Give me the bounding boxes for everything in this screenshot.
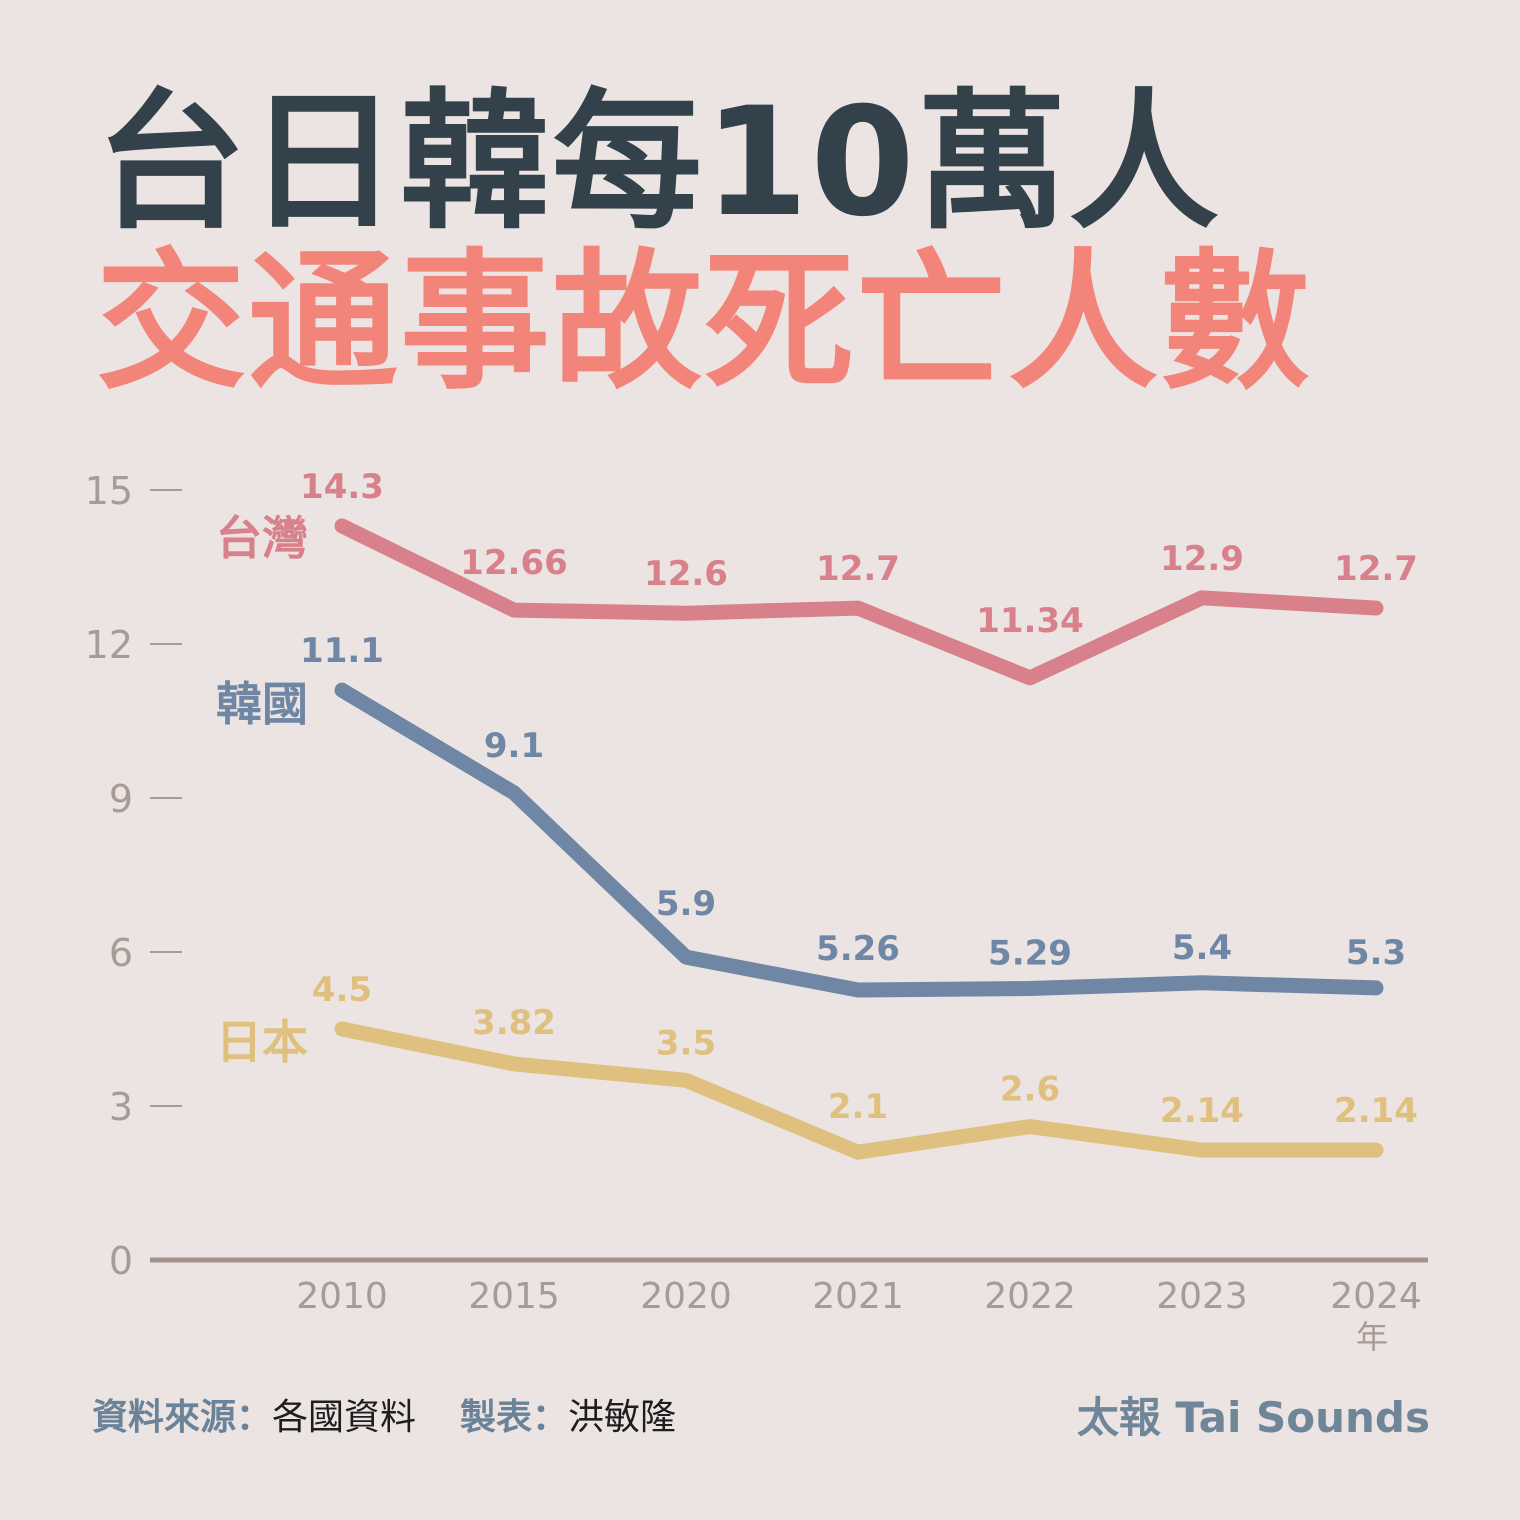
y-tick-label: 6 [109,931,133,975]
data-label: 12.7 [1334,549,1418,589]
data-label: 5.9 [656,884,716,924]
y-tick-label: 12 [85,623,133,667]
data-label: 5.29 [988,933,1072,973]
footer-credits: 資料來源：各國資料 製表：洪敏隆 [92,1388,676,1440]
data-label: 2.14 [1334,1091,1418,1131]
title-line-2: 交通事故死亡人數 [96,236,1313,410]
data-label: 2.1 [828,1087,888,1127]
data-label: 5.26 [816,929,900,969]
x-tick-label: 2010 [296,1276,388,1317]
brand-logo-text: 太報 Tai Sounds [1076,1393,1430,1442]
data-label: 2.6 [1000,1070,1060,1110]
x-tick-label: 2024 [1330,1276,1422,1317]
data-label: 2.14 [1160,1091,1244,1131]
author-label: 製表： [460,1397,569,1438]
data-label: 12.66 [460,543,568,583]
data-label: 3.5 [656,1023,716,1063]
x-tick-label: 2015 [468,1276,560,1317]
series-name-label: 韓國 [216,677,308,731]
data-label: 5.4 [1172,928,1232,968]
x-tick-label: 2020 [640,1276,732,1317]
y-tick-label: 15 [85,469,133,513]
data-label: 14.3 [300,467,384,507]
x-tick-label: 2021 [812,1276,904,1317]
data-label: 12.7 [816,549,900,589]
source-value: 各國資料 [272,1397,417,1438]
series-line-3 [334,1021,1384,1160]
data-label: 9.1 [484,726,544,766]
source-label: 資料來源： [92,1397,273,1438]
author-value: 洪敏隆 [568,1397,677,1438]
data-label: 11.1 [300,631,384,671]
y-tick-label: 0 [109,1239,133,1283]
y-tick-label: 9 [109,777,133,821]
data-label: 3.82 [472,1003,556,1043]
data-label: 4.5 [312,970,372,1010]
data-label: 11.34 [976,601,1084,641]
title-block: 台日韓每10萬人 交通事故死亡人數 [96,78,1312,398]
series-name-label: 日本 [216,1015,308,1069]
series-line-1 [334,518,1384,686]
x-tick-label: 2023 [1156,1276,1248,1317]
data-label: 12.9 [1160,539,1244,579]
x-unit-label: 年 [1356,1318,1388,1356]
series-name-label: 台灣 [216,511,308,565]
data-label: 12.6 [644,554,728,594]
y-tick-label: 3 [109,1085,133,1129]
title-line-1: 台日韓每10萬人 [96,76,1221,250]
data-label: 5.3 [1346,933,1406,973]
x-tick-label: 2022 [984,1276,1076,1317]
series-line-2 [334,682,1384,998]
